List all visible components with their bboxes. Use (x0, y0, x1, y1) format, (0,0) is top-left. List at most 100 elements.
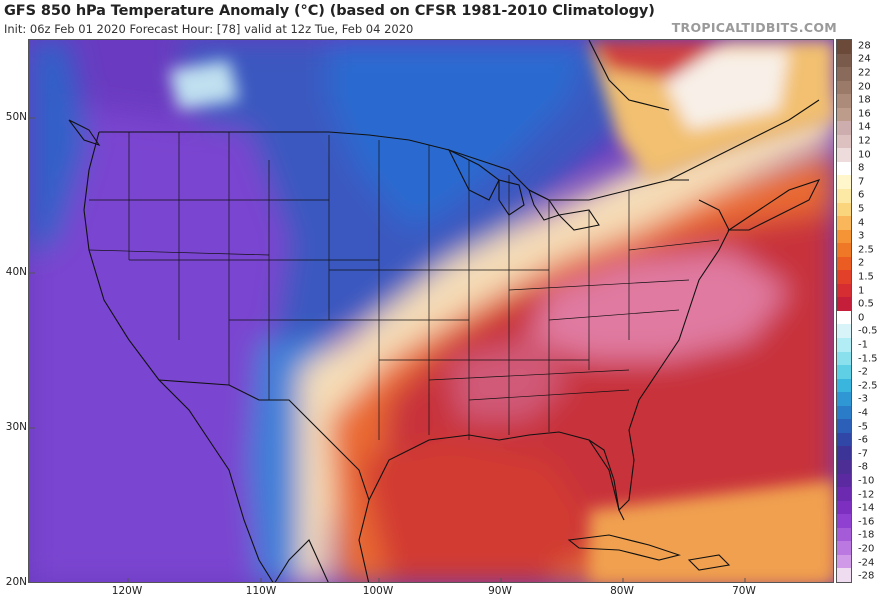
colorbar-label: 1 (858, 285, 865, 297)
colorbar-label: 2 (858, 257, 865, 269)
colorbar-label: -24 (858, 557, 875, 569)
colorbar-swatch (837, 216, 851, 230)
colorbar-label: 14 (858, 121, 871, 133)
colorbar-swatch (837, 310, 851, 325)
colorbar-label: 4 (858, 217, 865, 229)
colorbar-swatch (837, 283, 851, 298)
colorbar-label: -2.5 (858, 380, 878, 392)
lat-label-30n: 30N (5, 421, 27, 433)
colorbar-swatch (837, 378, 851, 393)
colorbar-swatch (837, 432, 851, 447)
colorbar-swatch (837, 229, 851, 244)
colorbar-swatch (837, 568, 851, 582)
caribbean-orange (589, 480, 833, 582)
political-borders (68, 40, 821, 582)
colorbar-swatch (837, 324, 851, 339)
warm-pink-max (529, 250, 789, 360)
colorbar-swatch (837, 297, 851, 311)
colorbar-label: -5 (858, 421, 868, 433)
colorbar-label: 20 (858, 81, 871, 93)
colorbar-label: -12 (858, 489, 875, 501)
anomaly-map-svg (29, 40, 833, 582)
colorbar-label: -8 (858, 461, 868, 473)
colorbar-swatch (837, 527, 851, 542)
state-borders (88, 132, 720, 440)
colorbar-label: 18 (858, 94, 871, 106)
colorbar-swatch (837, 189, 851, 203)
nw-light-patch (169, 60, 239, 110)
colorbar-swatch (837, 256, 851, 271)
colorbar-swatch (837, 107, 851, 122)
colorbar-swatch (837, 243, 851, 257)
colorbar-swatch (837, 121, 851, 135)
colorbar-label: 28 (858, 40, 871, 52)
map-title: GFS 850 hPa Temperature Anomaly (°C) (ba… (4, 3, 655, 19)
colorbar-label: -28 (858, 570, 875, 582)
colorbar-label: 24 (858, 53, 871, 65)
colorbar-label: -1 (858, 339, 868, 351)
colorbar-swatch (837, 351, 851, 366)
colorbar-label: 0 (858, 312, 865, 324)
colorbar-label: 12 (858, 135, 871, 147)
colorbar-swatch (837, 541, 851, 555)
colorbar-swatch (837, 134, 851, 149)
colorbar-swatch (837, 514, 851, 528)
colorbar-label: -20 (858, 543, 875, 555)
colorbar-label: -0.5 (858, 325, 878, 337)
colorbar-swatch (837, 94, 851, 108)
cold-blue-core (329, 40, 589, 230)
colorbar-label: 2.5 (858, 244, 874, 256)
colorbar-swatch (837, 175, 851, 190)
colorbar-label: 6 (858, 189, 865, 201)
lon-label-70w: 70W (732, 585, 756, 597)
colorbar-swatch (837, 202, 851, 217)
lon-label-90w: 90W (488, 585, 512, 597)
colorbar-label: -16 (858, 516, 875, 528)
colorbar-swatch (837, 554, 851, 569)
colorbar-label: -4 (858, 407, 868, 419)
colorbar-label: -14 (858, 502, 875, 514)
colorbar-swatch (837, 487, 851, 501)
colorbar-swatch (837, 405, 851, 420)
colorbar-swatch (837, 459, 851, 474)
colorbar-swatch (837, 148, 851, 162)
lon-label-110w: 110W (245, 585, 277, 597)
colorbar-label: -10 (858, 475, 875, 487)
colorbar-label: 16 (858, 108, 871, 120)
colorbar-swatch (837, 338, 851, 352)
colorbar-swatch (837, 67, 851, 81)
colorbar-swatch (837, 161, 851, 176)
brand-watermark: TROPICALTIDBITS.COM (671, 20, 837, 35)
colorbar-swatch (837, 446, 851, 460)
colorbar-label: 10 (858, 149, 871, 161)
colorbar-swatch (837, 270, 851, 284)
pacific-blue (29, 40, 89, 260)
anomaly-map (28, 39, 834, 583)
lon-label-120w: 120W (111, 585, 143, 597)
colorbar-swatch (837, 365, 851, 379)
colorbar-label: 8 (858, 162, 865, 174)
colorbar-swatch (837, 500, 851, 515)
cold-purple-west (29, 100, 289, 582)
lat-label-50n: 50N (5, 111, 27, 123)
map-subtitle: Init: 06z Feb 01 2020 Forecast Hour: [78… (4, 22, 414, 36)
colorbar-label: -18 (858, 529, 875, 541)
colorbar-label: 5 (858, 203, 865, 215)
lat-label-40n: 40N (5, 266, 27, 278)
colorbar (836, 39, 852, 583)
lon-label-100w: 100W (362, 585, 394, 597)
colorbar-swatch (837, 392, 851, 406)
colorbar-label: 1.5 (858, 271, 874, 283)
colorbar-swatch (837, 80, 851, 95)
colorbar-label: -3 (858, 393, 868, 405)
colorbar-swatch (837, 473, 851, 488)
gulf-warm (359, 440, 589, 582)
colorbar-label: -1.5 (858, 353, 878, 365)
colorbar-swatch (837, 53, 851, 68)
colorbar-swatch (837, 40, 851, 54)
colorbar-label: -7 (858, 448, 868, 460)
colorbar-label: 0.5 (858, 298, 874, 310)
colorbar-label: -2 (858, 366, 868, 378)
lat-label-20n: 20N (5, 576, 27, 588)
graticule-ticks (29, 117, 746, 582)
